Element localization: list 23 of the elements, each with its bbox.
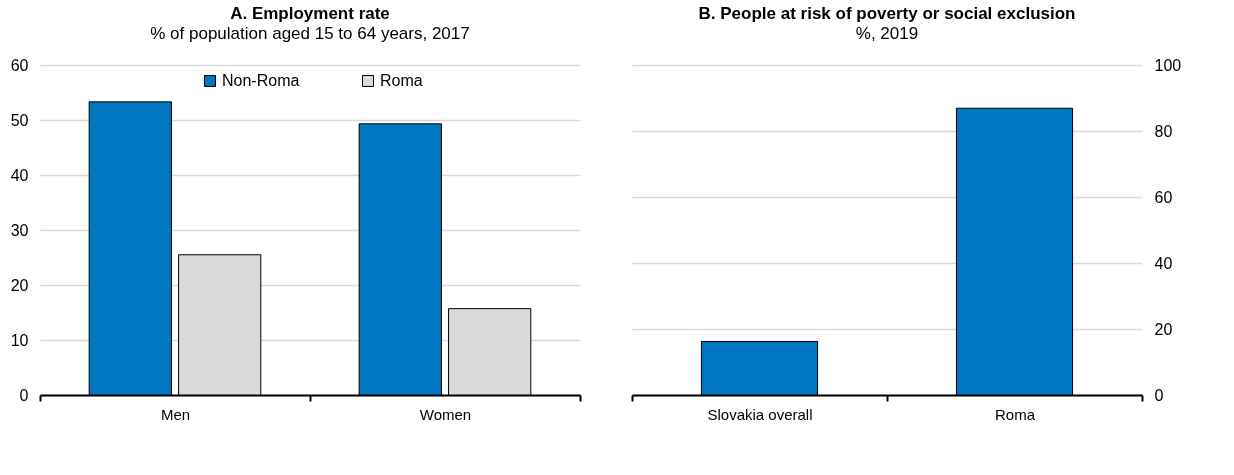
y2-tick-label: 40 (1154, 254, 1173, 272)
y-tick-label: 60 (10, 56, 29, 74)
chart-subtitle: % of population aged 15 to 64 years, 2017 (150, 24, 470, 43)
chart-title: B. People at risk of poverty or social exclusion (698, 4, 1076, 23)
x-tick-label: Slovakia overall (707, 405, 813, 423)
y-tick-label: 40 (10, 166, 29, 184)
y2-tick-label: 20 (1154, 320, 1173, 338)
y2-tick-label: 80 (1154, 122, 1173, 140)
y2-tick-label: 0 (1154, 386, 1164, 404)
y2-tick-label: 60 (1154, 188, 1173, 206)
legend-label: Non-Roma (222, 72, 300, 89)
y-tick-label: 20 (10, 276, 29, 294)
x-tick-label: Men (160, 405, 191, 423)
y-tick-label: 30 (10, 221, 29, 239)
y-tick-label: 10 (10, 331, 29, 349)
chart-title: A. Employment rate (230, 4, 390, 23)
legend-label: Roma (380, 72, 423, 89)
x-tick-label: Women (419, 405, 472, 423)
chart-subtitle: %, 2019 (855, 24, 919, 43)
y2-tick-label: 100 (1154, 56, 1182, 74)
x-tick-label: Roma (994, 405, 1036, 423)
y-tick-label: 50 (10, 111, 29, 129)
y-tick-label: 0 (19, 386, 29, 404)
